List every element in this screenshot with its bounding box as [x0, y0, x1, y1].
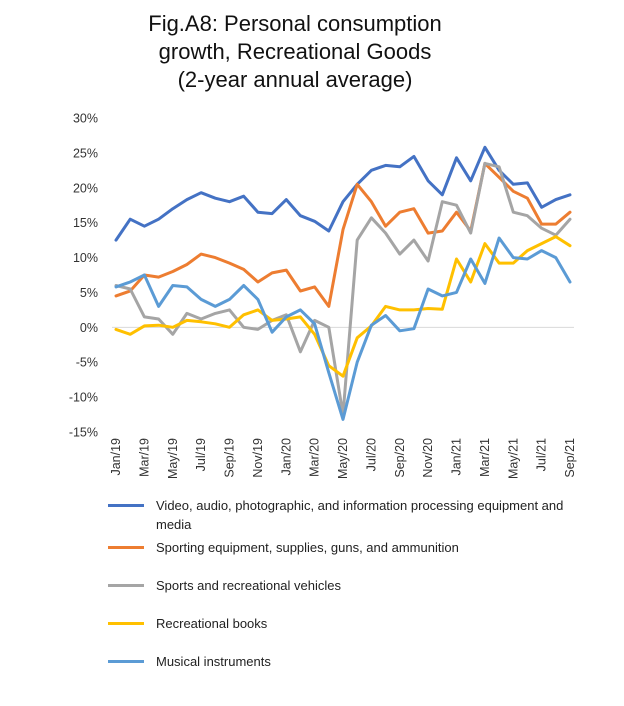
y-tick-label: -15% [69, 426, 98, 440]
series-line-2 [114, 161, 572, 308]
legend-swatch [108, 622, 144, 625]
x-tick-label: Jan/20 [279, 438, 293, 476]
y-tick-label: 0% [80, 321, 98, 335]
legend-item: Sporting equipment, supplies, guns, and … [108, 538, 576, 557]
x-tick-label: May/19 [166, 438, 180, 479]
legend-swatch [108, 546, 144, 549]
legend-label: Musical instruments [156, 654, 271, 669]
chart-title-line-2: growth, Recreational Goods [158, 39, 432, 64]
legend-label: Video, audio, photographic, and informat… [156, 498, 564, 532]
legend-item: Sports and recreational vehicles [108, 576, 576, 595]
x-tick-label: Nov/20 [421, 438, 435, 478]
legend-swatch [108, 504, 144, 507]
x-tick-label: Mar/20 [308, 438, 322, 477]
y-tick-label: 10% [73, 251, 98, 265]
x-tick-label: Jan/19 [109, 438, 123, 476]
legend-label: Recreational books [156, 616, 268, 631]
series-line-4 [114, 235, 572, 378]
chart-title: Fig.A8: Personal consumption growth, Rec… [0, 10, 590, 94]
legend-item: Video, audio, photographic, and informat… [108, 496, 576, 534]
y-tick-label: -10% [69, 391, 98, 405]
x-tick-label: Nov/19 [251, 438, 265, 478]
x-tick-label: Jul/20 [364, 438, 378, 471]
x-tick-label: May/20 [336, 438, 350, 479]
legend-label: Sporting equipment, supplies, guns, and … [156, 540, 459, 555]
x-tick-label: Sep/20 [393, 438, 407, 478]
y-tick-label: 25% [73, 146, 98, 160]
x-tick-label: Mar/21 [478, 438, 492, 477]
legend-label: Sports and recreational vehicles [156, 578, 341, 593]
y-tick-label: -5% [76, 356, 98, 370]
y-tick-label: 20% [73, 181, 98, 195]
x-tick-label: Jul/21 [535, 438, 549, 471]
x-tick-label: Jan/21 [450, 438, 464, 476]
legend-item: Recreational books [108, 614, 576, 633]
y-tick-label: 30% [73, 112, 98, 126]
chart-title-line-3: (2-year annual average) [177, 67, 413, 92]
x-tick-label: Sep/19 [223, 438, 237, 478]
x-tick-label: May/21 [506, 438, 520, 479]
series-line-1 [114, 145, 572, 242]
x-tick-label: Mar/19 [137, 438, 151, 477]
legend-swatch [108, 584, 144, 587]
chart-title-line-1: Fig.A8: Personal consumption [148, 11, 442, 36]
x-tick-label: Jul/19 [194, 438, 208, 471]
y-tick-label: 15% [73, 216, 98, 230]
y-tick-label: 5% [80, 286, 98, 300]
series-line-5 [114, 236, 572, 421]
x-tick-label: Sep/21 [563, 438, 577, 478]
legend-swatch [108, 660, 144, 663]
legend-item: Musical instruments [108, 652, 576, 671]
